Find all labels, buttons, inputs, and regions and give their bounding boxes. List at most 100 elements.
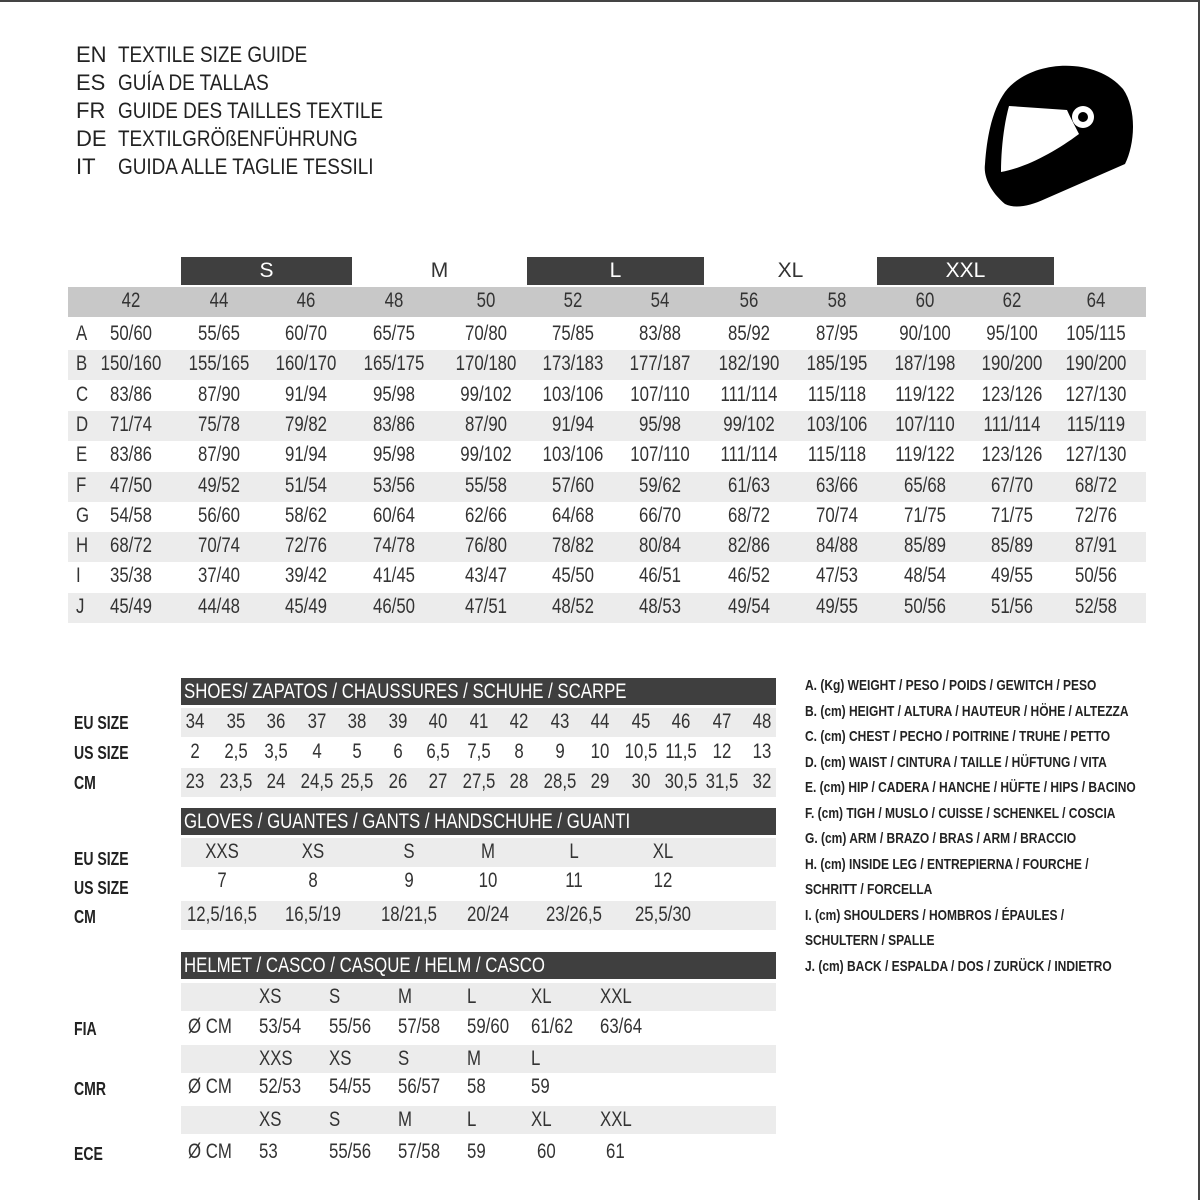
helmet-size: XS xyxy=(259,985,282,1008)
table-cell: 87/95 xyxy=(815,322,859,345)
table-cell: 45/50 xyxy=(551,564,595,588)
language-code: FR xyxy=(76,98,106,123)
size-number-header xyxy=(68,287,1146,317)
row-label: US SIZE xyxy=(74,743,129,763)
table-cell: 41/45 xyxy=(372,564,416,588)
helmet-size: XS xyxy=(259,1108,282,1131)
table-cell: S xyxy=(403,840,415,863)
table-cell: 2 xyxy=(190,740,200,763)
table-cell: 63/66 xyxy=(815,473,859,497)
table-cell: 9 xyxy=(404,869,414,892)
helmet-size: S xyxy=(398,1047,410,1070)
helmet-value: 60 xyxy=(537,1140,556,1163)
size-number: 54 xyxy=(650,289,670,312)
size-number: 52 xyxy=(563,289,583,312)
table-cell: 11 xyxy=(565,869,583,892)
table-cell: 115/119 xyxy=(1066,412,1126,436)
size-number: 56 xyxy=(739,289,759,312)
table-cell: 95/98 xyxy=(372,443,416,467)
table-cell: 48/54 xyxy=(903,564,947,588)
table-cell: 30,5 xyxy=(664,770,698,793)
table-cell: 155/165 xyxy=(188,352,250,376)
row-label: G xyxy=(76,503,90,527)
table-cell: 49/55 xyxy=(815,594,859,618)
table-cell: L xyxy=(569,840,579,863)
table-cell: 11,5 xyxy=(665,740,697,763)
table-cell: 190/200 xyxy=(981,352,1043,376)
legend-line: B. (cm) HEIGHT / ALTURA / HAUTEUR / HÖHE… xyxy=(805,702,1129,720)
table-cell: 72/76 xyxy=(1074,503,1118,527)
table-cell: 107/110 xyxy=(895,412,955,436)
table-cell: 47/53 xyxy=(815,564,859,588)
helmet-value: 61/62 xyxy=(531,1015,574,1038)
row-band xyxy=(181,901,776,930)
row-label: CM xyxy=(74,907,96,927)
row-label: ECE xyxy=(74,1144,103,1164)
table-cell: 37/40 xyxy=(197,564,241,588)
table-cell: 50/60 xyxy=(109,322,153,345)
table-cell: 35/38 xyxy=(109,564,153,588)
table-cell: 177/187 xyxy=(629,352,691,376)
table-cell: 71/75 xyxy=(990,503,1034,527)
size-number: 64 xyxy=(1086,289,1106,312)
table-cell: 71/75 xyxy=(903,503,947,527)
legend-line: SCHRITT / FORCELLA xyxy=(805,881,933,898)
table-cell: 119/122 xyxy=(895,443,955,467)
table-cell: 35 xyxy=(226,710,245,733)
table-cell: 103/106 xyxy=(542,443,604,467)
size-number: 58 xyxy=(827,289,847,312)
table-cell: 51/56 xyxy=(990,594,1034,618)
row-label: CM xyxy=(74,773,96,793)
table-cell: 5 xyxy=(352,740,362,763)
legend-line: A. (Kg) WEIGHT / PESO / POIDS / GEWITCH … xyxy=(805,677,1097,694)
table-cell: 48/52 xyxy=(551,594,595,618)
table-cell: 23,5 xyxy=(219,770,252,793)
legend-line: J. (cm) BACK / ESPALDA / DOS / ZURÜCK / … xyxy=(805,957,1112,975)
row-band xyxy=(68,592,1146,623)
helmet-value: 52/53 xyxy=(259,1075,302,1098)
table-cell: 10 xyxy=(590,740,610,763)
legend-line: D. (cm) WAIST / CINTURA / TAILLE / HÜFTU… xyxy=(805,753,1107,771)
row-label: I xyxy=(76,564,81,588)
title-text: GUIDE DES TAILLES TEXTILE xyxy=(118,98,383,123)
helmet-size: M xyxy=(398,1108,412,1131)
helmet-value: 63/64 xyxy=(600,1015,643,1038)
unit-label: Ø CM xyxy=(188,1140,232,1163)
title-text: TEXTILGRÖßENFÜHRUNG xyxy=(118,126,358,151)
table-cell: 70/74 xyxy=(197,534,241,558)
table-cell: 6 xyxy=(392,740,403,763)
table-cell: 12 xyxy=(653,869,673,892)
table-cell: 62/66 xyxy=(464,503,508,527)
helmet-value: 55/56 xyxy=(329,1140,372,1163)
table-cell: 37 xyxy=(307,710,326,733)
table-cell: 54/58 xyxy=(109,503,153,527)
table-cell: 150/160 xyxy=(100,352,162,376)
size-group-xxl: XXL xyxy=(877,257,1054,285)
table-cell: 78/82 xyxy=(551,534,595,558)
row-band xyxy=(68,350,1146,381)
title-text: TEXTILE SIZE GUIDE xyxy=(118,42,308,67)
size-number: 46 xyxy=(296,289,316,312)
helmet-value: 59 xyxy=(531,1075,550,1098)
table-cell: 55/58 xyxy=(464,473,508,497)
size-number: 50 xyxy=(476,289,496,312)
helmet-size: M xyxy=(467,1047,481,1070)
helmet-size: XL xyxy=(531,1108,552,1131)
table-cell: 91/94 xyxy=(284,443,328,467)
table-cell: 170/180 xyxy=(455,352,517,376)
title-text: GUÍA DE TALLAS xyxy=(118,70,269,95)
row-label: E xyxy=(76,443,88,467)
row-label: EU SIZE xyxy=(74,713,129,733)
table-cell: 45/49 xyxy=(109,594,153,618)
table-cell: 83/86 xyxy=(109,382,153,406)
table-cell: 85/89 xyxy=(990,534,1034,558)
row-label: F xyxy=(76,473,87,497)
size-number: 48 xyxy=(384,289,404,312)
table-cell: 44/48 xyxy=(197,594,241,618)
table-cell: 9 xyxy=(554,740,565,763)
table-cell: 27 xyxy=(428,770,448,793)
table-cell: 75/85 xyxy=(551,322,595,345)
size-group-xl: XL xyxy=(777,259,804,282)
table-cell: 6,5 xyxy=(426,740,450,763)
table-cell: 160/170 xyxy=(275,352,337,376)
